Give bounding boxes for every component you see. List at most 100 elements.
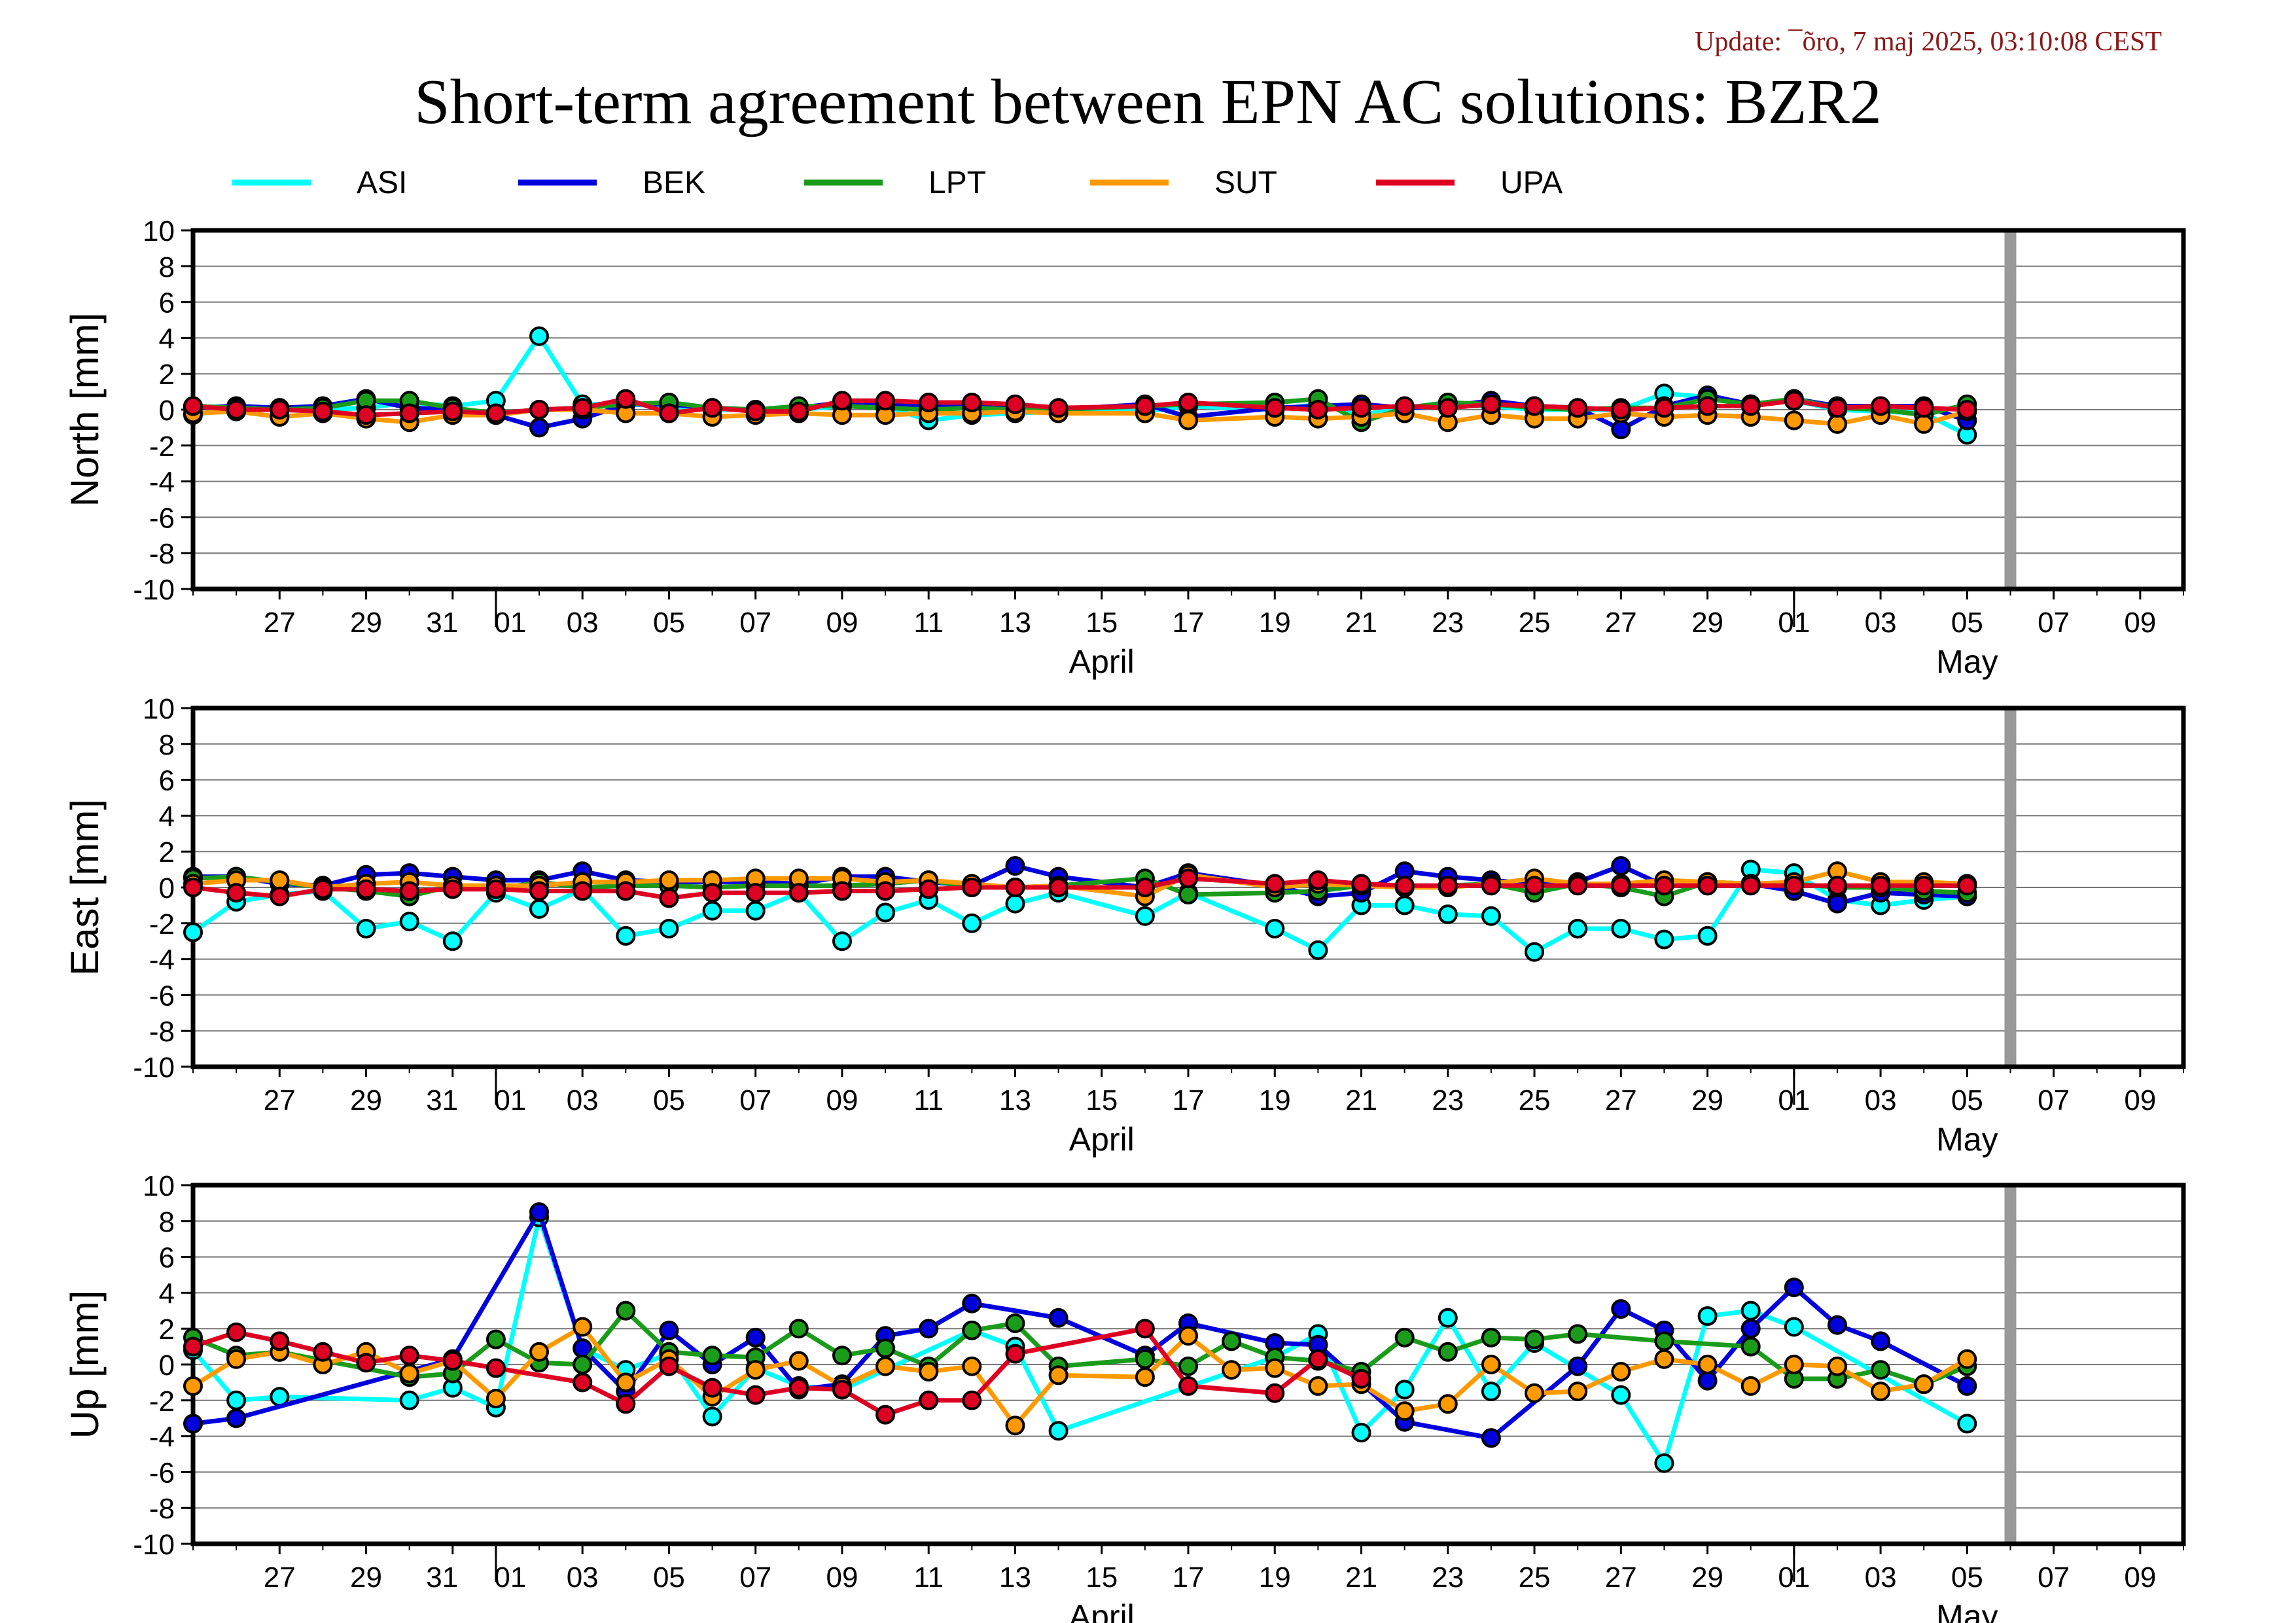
data-point-upa: [183, 878, 203, 897]
y-tick-label: -10: [133, 574, 175, 606]
data-point-upa: [832, 391, 852, 411]
y-tick-label: 2: [159, 1313, 175, 1346]
data-point-upa: [183, 396, 203, 416]
x-tick-label: 13: [999, 1561, 1031, 1594]
series-line-upa: [192, 876, 1968, 901]
data-point-sut: [1048, 1365, 1069, 1385]
data-point-upa: [1048, 398, 1069, 418]
data-point-upa: [1265, 1383, 1285, 1403]
data-point-upa: [399, 403, 419, 423]
data-point-upa: [1828, 398, 1847, 418]
data-point-sut: [226, 1349, 247, 1369]
data-point-lpt: [702, 1346, 722, 1366]
x-tick-label: 01: [494, 1561, 526, 1594]
data-point-bek: [1784, 1277, 1804, 1298]
data-point-asi: [875, 902, 896, 923]
data-point-asi: [1697, 926, 1718, 946]
data-point-asi: [1438, 1308, 1458, 1328]
data-point-sut: [1394, 1401, 1415, 1421]
data-point-lpt: [1654, 1331, 1674, 1351]
data-point-asi: [1481, 1382, 1501, 1402]
data-point-bek: [1740, 1319, 1761, 1339]
data-point-sut: [1265, 1358, 1285, 1378]
y-tick-label: -4: [149, 944, 175, 976]
x-tick-label: 13: [999, 607, 1031, 639]
data-point-upa: [1871, 876, 1891, 896]
data-point-upa: [1265, 398, 1285, 418]
data-point-lpt: [875, 1338, 896, 1359]
data-point-asi: [1654, 929, 1674, 950]
legend-item-bek: BEK: [518, 166, 705, 200]
x-tick-label: 27: [1605, 1084, 1637, 1116]
data-point-upa: [745, 1385, 766, 1405]
y-tick-label: 8: [159, 251, 175, 283]
x-tick-label: 17: [1173, 1561, 1205, 1594]
data-point-upa: [1005, 394, 1025, 414]
x-month-label: April: [1069, 1121, 1135, 1158]
data-point-lpt: [1438, 1342, 1458, 1362]
data-point-upa: [1957, 876, 1977, 896]
y-tick-label: -2: [149, 431, 175, 463]
legend-label-bek: BEK: [643, 166, 705, 200]
data-point-upa: [1740, 876, 1761, 896]
x-tick-label: 15: [1086, 1561, 1118, 1594]
data-point-sut: [875, 1356, 896, 1376]
x-tick-label: 19: [1259, 607, 1291, 639]
data-point-bek: [1828, 1315, 1847, 1335]
data-point-sut: [1654, 1349, 1674, 1369]
x-tick-label: 05: [653, 1561, 685, 1594]
x-tick-label: 09: [826, 1561, 858, 1594]
data-point-asi: [1568, 919, 1588, 938]
data-point-lpt: [1568, 1324, 1588, 1344]
x-tick-label: 15: [1086, 1084, 1118, 1116]
y-tick-label: -2: [149, 908, 175, 940]
data-point-upa: [1438, 876, 1458, 896]
data-point-asi: [702, 901, 722, 921]
data-point-upa: [529, 881, 549, 901]
data-point-asi: [356, 919, 376, 938]
x-tick-label: 25: [1519, 1084, 1551, 1116]
data-point-sut: [616, 1372, 636, 1393]
data-point-upa: [313, 1342, 333, 1362]
data-point-sut: [1871, 1382, 1891, 1402]
y-tick-label: 6: [159, 765, 175, 797]
data-point-lpt: [573, 1355, 593, 1374]
x-tick-label: 29: [350, 607, 382, 639]
x-tick-label: 05: [1951, 1084, 1983, 1116]
legend-label-asi: ASI: [357, 166, 407, 200]
data-point-lpt: [832, 1346, 852, 1366]
data-point-asi: [1394, 1380, 1415, 1400]
y-axis-label: North [mm]: [63, 313, 107, 507]
data-point-upa: [486, 403, 506, 423]
y-tick-label: -6: [149, 1457, 175, 1489]
x-tick-label: 07: [739, 1084, 771, 1116]
y-tick-label: -10: [133, 1052, 175, 1084]
data-point-sut: [1784, 410, 1804, 431]
data-point-upa: [226, 400, 247, 419]
data-point-upa: [529, 400, 549, 419]
data-point-upa: [788, 883, 809, 903]
data-point-upa: [788, 401, 809, 421]
x-tick-label: 31: [426, 1561, 458, 1594]
data-point-sut: [745, 1360, 766, 1380]
data-point-upa: [919, 393, 939, 412]
data-point-sut: [919, 1362, 939, 1382]
data-point-upa: [1611, 400, 1631, 419]
data-point-bek: [1828, 893, 1847, 914]
data-point-bek: [1697, 1370, 1718, 1391]
data-point-upa: [832, 1380, 852, 1400]
data-point-asi: [1048, 1421, 1069, 1441]
data-point-lpt: [486, 1329, 506, 1349]
legend: ASI BEK LPT SUT UPA: [232, 166, 1563, 200]
x-tick-label: 29: [350, 1084, 382, 1116]
y-tick-label: 2: [159, 359, 175, 391]
data-point-asi: [1481, 906, 1501, 926]
data-point-asi: [1784, 1317, 1804, 1337]
x-tick-label: 01: [494, 607, 526, 639]
data-point-bek: [529, 418, 549, 438]
series-line-bek: [192, 1209, 1968, 1440]
data-point-asi: [745, 901, 766, 921]
y-tick-label: 8: [159, 729, 175, 761]
data-point-upa: [1568, 398, 1588, 418]
x-tick-label: 07: [2038, 1561, 2070, 1594]
